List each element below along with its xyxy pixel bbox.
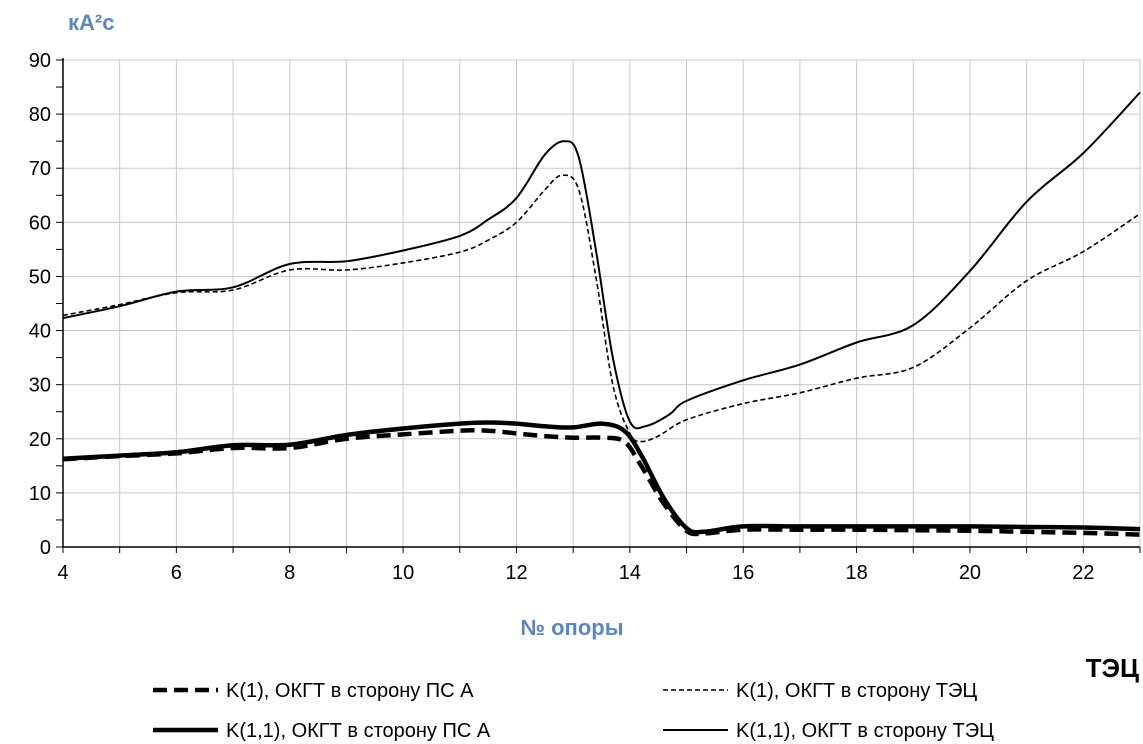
x-tick-label: 4 [57, 562, 68, 584]
y-tick-label: 10 [29, 483, 51, 505]
axes [56, 58, 1141, 553]
x-axis-label: № опоры [520, 615, 623, 640]
y-tick-label: 80 [29, 104, 51, 126]
x-tick-label: 8 [284, 562, 295, 584]
x-tick-labels: 4 6 8 10 12 14 16 18 20 22 [57, 562, 1094, 584]
y-tick-labels: 0 10 20 30 40 50 60 70 80 90 [29, 50, 51, 559]
x-tick-label: 14 [619, 562, 641, 584]
legend: K(1), ОКГТ в сторону ПС А K(1), ОКГТ в с… [153, 680, 994, 742]
x-tick-label: 16 [732, 562, 754, 584]
series-k1-ps-a-line [62, 428, 1141, 537]
legend-label: K(1), ОКГТ в сторону ТЭЦ [736, 680, 977, 702]
y-tick-label: 40 [29, 321, 51, 343]
legend-item-k1-tec: K(1), ОКГТ в сторону ТЭЦ [663, 680, 977, 702]
grid [63, 59, 1141, 547]
x-tick-label: 18 [845, 562, 867, 584]
legend-item-k11-tec: K(1,1), ОКГТ в сторону ТЭЦ [663, 720, 994, 742]
x-tick-label: 22 [1072, 562, 1094, 584]
y-tick-label: 0 [40, 537, 51, 559]
series-lines [62, 91, 1141, 537]
x-tick-label: 10 [392, 562, 414, 584]
series-k11-tec-line [62, 91, 1141, 430]
y-tick-label: 60 [29, 212, 51, 234]
legend-label: K(1,1), ОКГТ в сторону ТЭЦ [736, 720, 994, 742]
y-tick-label: 50 [29, 266, 51, 288]
y-tick-label: 70 [29, 158, 51, 180]
y-tick-label: 30 [29, 375, 51, 397]
x-tick-label: 12 [505, 562, 527, 584]
legend-item-k11-ps-a: K(1,1), ОКГТ в сторону ПС А [153, 720, 491, 742]
y-unit-label: кА²с [68, 10, 114, 35]
x-tick-label: 20 [959, 562, 981, 584]
legend-label: K(1), ОКГТ в сторону ПС А [226, 680, 474, 702]
legend-item-k1-ps-a: K(1), ОКГТ в сторону ПС А [153, 680, 474, 702]
series-k11-ps-a-line [62, 420, 1141, 535]
y-tick-label: 90 [29, 50, 51, 72]
legend-label: K(1,1), ОКГТ в сторону ПС А [226, 720, 491, 742]
x-end-label: ТЭЦ [1086, 653, 1139, 683]
x-tick-label: 6 [171, 562, 182, 584]
series-k1-tec-line [62, 174, 1141, 443]
y-tick-label: 20 [29, 429, 51, 451]
